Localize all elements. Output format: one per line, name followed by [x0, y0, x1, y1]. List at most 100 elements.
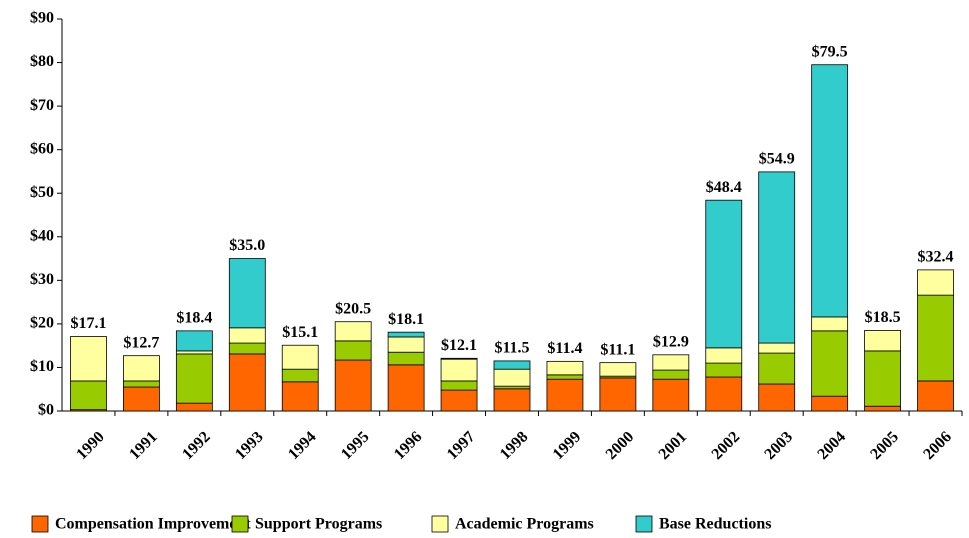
bar-segment [599, 377, 637, 412]
y-tick-label: $80 [30, 53, 54, 70]
bar-segment [705, 362, 743, 378]
bar-segment [546, 374, 584, 380]
total-label: $20.5 [335, 300, 371, 317]
total-label: $11.5 [494, 340, 529, 357]
total-label: $48.4 [706, 179, 742, 196]
bar-segment [864, 330, 901, 352]
total-label: $54.9 [759, 151, 795, 168]
x-tick-label: 1994 [285, 428, 320, 463]
x-tick-label: 2002 [709, 428, 744, 463]
bar-segment [70, 336, 107, 382]
x-tick-label: 1999 [550, 428, 585, 463]
total-label: $11.1 [600, 341, 635, 358]
total-label: $18.5 [865, 309, 901, 326]
total-label: $35.0 [229, 237, 265, 254]
bar-segment [334, 321, 372, 342]
legend-swatch [635, 515, 653, 533]
bar-segment [917, 380, 954, 412]
bar-segment [175, 353, 213, 404]
x-tick-label: 1991 [126, 428, 161, 463]
bar-segment [705, 376, 743, 412]
bar-segment [811, 64, 849, 318]
x-tick-label: 2001 [656, 428, 691, 463]
bar-segment [281, 368, 319, 383]
total-label: $12.7 [123, 334, 159, 351]
bar-segment [334, 359, 372, 412]
bar-segment [599, 362, 637, 377]
x-tick-label: 2006 [920, 428, 955, 463]
y-tick-label: $40 [30, 227, 54, 244]
bar-segment [387, 336, 425, 353]
y-tick-label: $50 [30, 184, 54, 201]
bar-segment [811, 395, 849, 412]
bar-segment [758, 352, 796, 385]
bar-segment [758, 342, 796, 354]
bar-segment [864, 405, 901, 412]
bar-segment [864, 350, 901, 407]
bar-segment [440, 380, 478, 391]
bar-segment [123, 380, 160, 388]
bar-segment [70, 380, 107, 411]
legend-swatch [231, 515, 249, 533]
total-label: $17.1 [70, 315, 106, 332]
bar-segment [811, 330, 849, 397]
bar-segment [758, 171, 796, 344]
legend-label: Support Programs [255, 516, 382, 533]
bar-segment [917, 269, 954, 296]
total-label: $12.1 [441, 337, 477, 354]
x-tick-label: 2005 [867, 428, 902, 463]
y-tick-label: $60 [30, 140, 54, 157]
legend-swatch [431, 515, 449, 533]
bar-segment [652, 378, 690, 412]
bar-segment [123, 355, 160, 382]
total-label: $18.4 [176, 310, 212, 327]
x-tick-label: 1993 [232, 428, 267, 463]
total-label: $32.4 [918, 249, 954, 266]
x-tick-label: 2003 [761, 428, 796, 463]
bar-segment [811, 316, 849, 332]
bar-segment [493, 368, 531, 387]
bar-segment [228, 327, 266, 344]
bar-segment [652, 354, 690, 371]
bar-segment [334, 340, 372, 361]
x-tick-label: 1992 [179, 428, 214, 463]
bar-segment [387, 331, 425, 338]
x-tick-label: 2004 [814, 428, 849, 463]
y-tick-label: $70 [30, 97, 54, 114]
bar-segment [387, 351, 425, 366]
total-label: $18.1 [388, 311, 424, 328]
bar-segment [175, 402, 213, 412]
bar-segment [281, 381, 319, 412]
bar-segment [652, 369, 690, 380]
legend-label: Base Reductions [659, 516, 771, 533]
y-tick-label: $90 [30, 10, 54, 27]
bar-segment [546, 378, 584, 412]
total-label: $11.4 [547, 340, 582, 357]
x-tick-label: 1997 [444, 428, 479, 463]
bar-segment [440, 358, 478, 382]
x-tick-label: 1995 [338, 428, 373, 463]
bar-segment [175, 330, 213, 352]
legend-swatch [31, 515, 49, 533]
bar-segment [705, 347, 743, 364]
bar-segment [387, 364, 425, 412]
y-tick-label: $20 [30, 315, 54, 332]
bar-segment [493, 388, 531, 412]
bar-segment [705, 199, 743, 349]
bar-segment [123, 386, 160, 412]
y-tick-label: $30 [30, 271, 54, 288]
y-tick-label: $0 [38, 402, 54, 419]
x-tick-label: 1990 [73, 428, 108, 463]
bar-segment [228, 258, 266, 329]
bar-segment [228, 353, 266, 412]
x-tick-label: 1998 [497, 428, 532, 463]
x-tick-label: 2000 [603, 428, 638, 463]
legend-label: Academic Programs [455, 516, 594, 533]
bar-segment [175, 350, 213, 355]
bar-segment [917, 294, 954, 382]
x-tick-label: 1996 [391, 428, 426, 463]
legend-label: Compensation Improvement [55, 516, 251, 533]
total-label: $15.1 [282, 324, 318, 341]
bar-segment [493, 360, 531, 370]
